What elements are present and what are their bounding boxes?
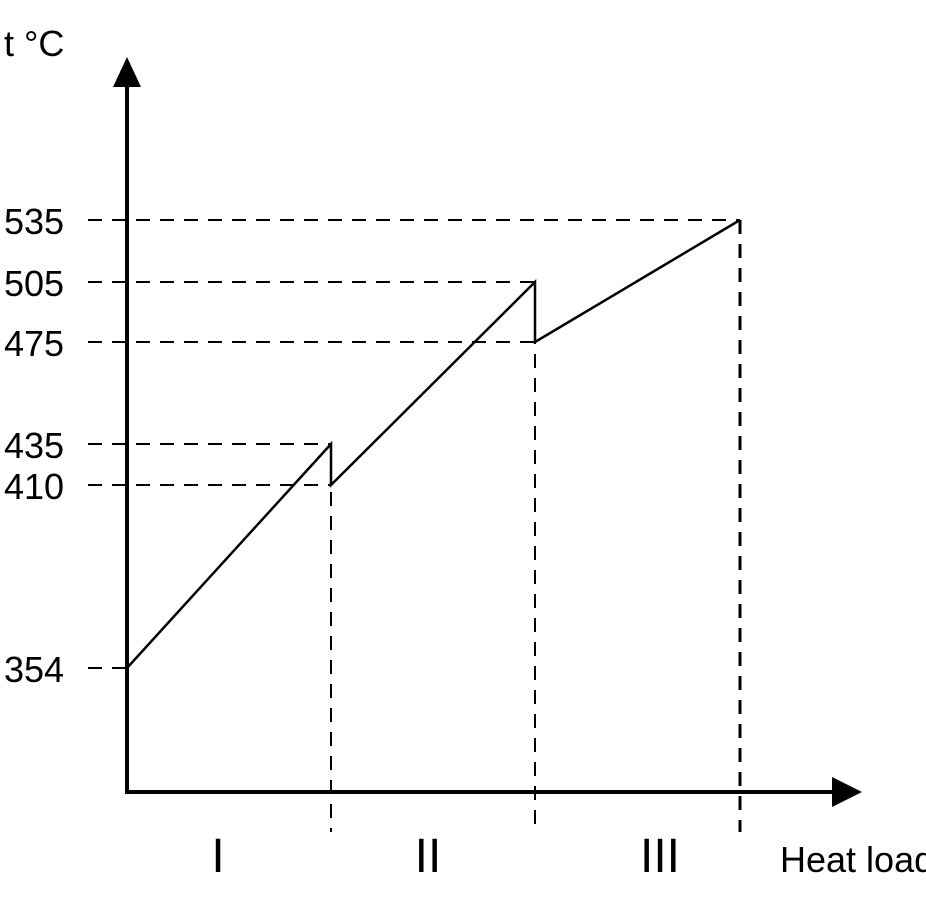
- y-axis-arrow: [113, 57, 141, 87]
- guide-lines: [88, 219, 742, 832]
- y-tick-label-475: 475: [4, 323, 64, 364]
- y-tick-label-410: 410: [4, 466, 64, 507]
- region-label-II: II: [415, 830, 442, 883]
- series-line: [126, 218, 741, 669]
- y-tick-label-435: 435: [4, 425, 64, 466]
- region-label-III: III: [640, 830, 680, 883]
- region-label-I: I: [211, 830, 224, 883]
- y-tick-label-354: 354: [4, 649, 64, 690]
- y-axis-label: t °C: [4, 23, 64, 64]
- x-axis-label: Heat load: [780, 839, 926, 880]
- y-tick-label-505: 505: [4, 263, 64, 304]
- y-tick-label-535: 535: [4, 201, 64, 242]
- x-axis-arrow: [832, 777, 862, 807]
